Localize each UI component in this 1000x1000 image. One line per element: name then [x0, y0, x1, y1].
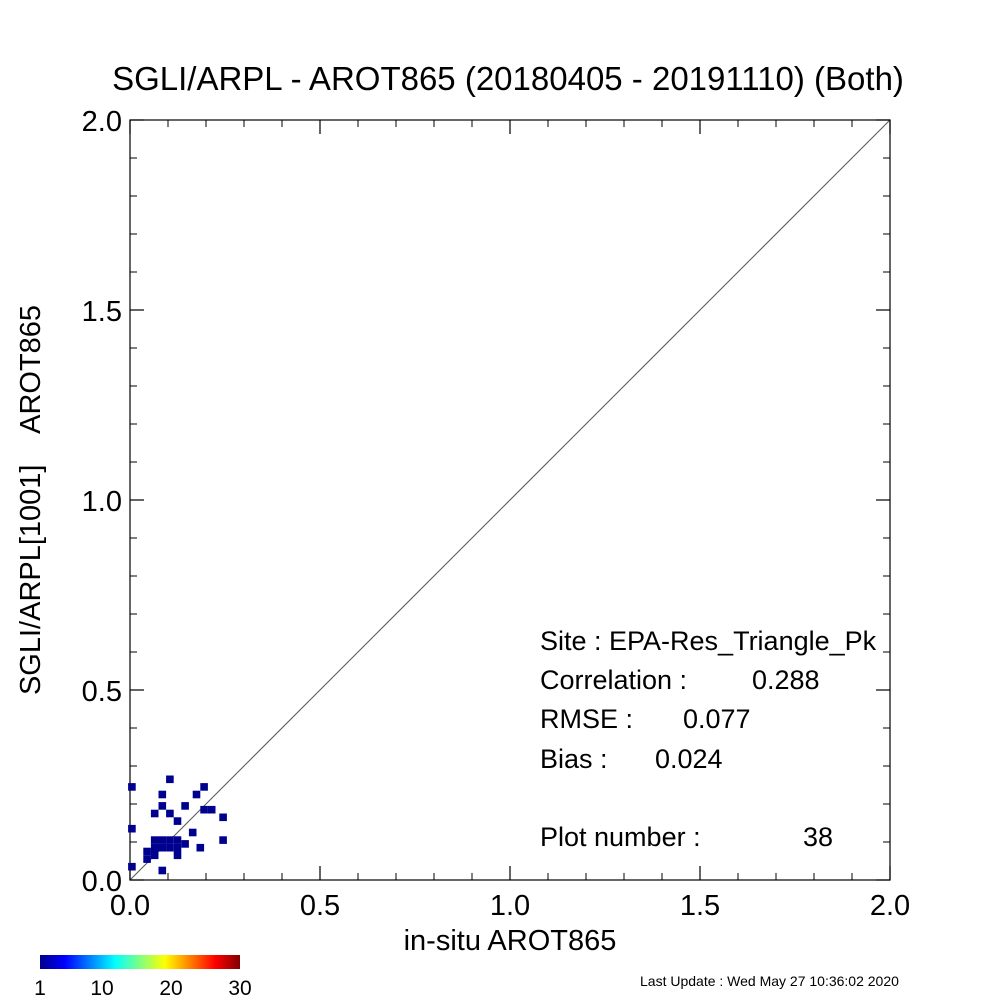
- y-tick-label: 0.5: [82, 676, 122, 708]
- last-update: Last Update : Wed May 27 10:36:02 2020: [640, 973, 899, 989]
- data-point: [166, 843, 174, 852]
- chart-title: SGLI/ARPL - AROT865 (20180405 - 20191110…: [112, 60, 904, 97]
- data-point: [128, 862, 136, 871]
- colorbar-tick-label: 30: [228, 977, 251, 1000]
- data-point: [128, 783, 136, 791]
- data-point: [181, 802, 189, 810]
- x-tick-label: 0.5: [300, 890, 340, 922]
- data-point: [158, 836, 167, 844]
- data-point: [143, 855, 151, 863]
- statistics-panel: Site : EPA-Res_Triangle_Pk Correlation :…: [540, 626, 877, 852]
- rmse-label: RMSE :: [540, 704, 633, 734]
- rmse-value: 0.077: [683, 704, 751, 734]
- plot-number-value: 38: [803, 822, 833, 852]
- data-point: [150, 847, 159, 856]
- data-point: [158, 790, 167, 799]
- colorbar-tick-label: 20: [159, 977, 182, 1000]
- data-point: [150, 809, 159, 818]
- y-tick-label: 1.5: [82, 296, 122, 328]
- y-tick-label: 1.0: [82, 486, 122, 518]
- data-point: [158, 843, 167, 852]
- data-point: [143, 847, 151, 856]
- data-point: [128, 824, 136, 833]
- data-point: [196, 843, 205, 852]
- bias-label: Bias :: [540, 744, 608, 774]
- data-point: [158, 802, 167, 810]
- x-tick-label: 2.0: [870, 890, 910, 922]
- data-point: [150, 836, 159, 844]
- x-tick-label: 1.0: [490, 890, 530, 922]
- data-point: [207, 805, 216, 814]
- colorbar-tick-label: 1: [34, 977, 46, 1000]
- data-point: [200, 805, 208, 814]
- data-point: [166, 775, 174, 784]
- data-point: [188, 828, 197, 837]
- correlation-value: 0.288: [752, 665, 820, 695]
- x-tick-label: 0.0: [110, 890, 150, 922]
- correlation-label: Correlation :: [540, 665, 687, 695]
- data-point: [219, 813, 227, 822]
- data-point: [166, 809, 174, 818]
- data-point: [219, 836, 227, 844]
- data-point: [158, 866, 167, 875]
- minor-ticks: [130, 120, 890, 880]
- site-label: Site : EPA-Res_Triangle_Pk: [540, 626, 877, 656]
- y-tick-label: 2.0: [82, 106, 122, 138]
- colorbar-labels: 1 10 20 30: [34, 977, 252, 1000]
- plot-number-label: Plot number :: [540, 822, 701, 852]
- data-point: [181, 840, 189, 848]
- data-point: [192, 790, 201, 799]
- data-point: [200, 783, 208, 791]
- bias-value: 0.024: [655, 744, 723, 774]
- y-axis-title: SGLI/ARPL[1001] AROT865: [15, 305, 47, 695]
- colorbar-tick-label: 10: [90, 977, 113, 1000]
- colorbar: [40, 955, 240, 969]
- data-point: [173, 851, 182, 860]
- x-tick-label: 1.5: [680, 890, 720, 922]
- data-points: [128, 775, 227, 875]
- data-point: [173, 836, 182, 844]
- one-to-one-line: [129, 119, 891, 881]
- y-tick-label: 0.0: [82, 866, 122, 898]
- major-ticks: [129, 119, 891, 881]
- x-tick-labels: 0.0 0.5 1.0 1.5 2.0: [110, 890, 910, 922]
- x-axis-title: in-situ AROT865: [404, 925, 617, 957]
- data-point: [166, 836, 174, 844]
- y-tick-labels: 0.0 0.5 1.0 1.5 2.0: [82, 106, 122, 898]
- data-point: [173, 843, 182, 852]
- data-point: [173, 817, 182, 825]
